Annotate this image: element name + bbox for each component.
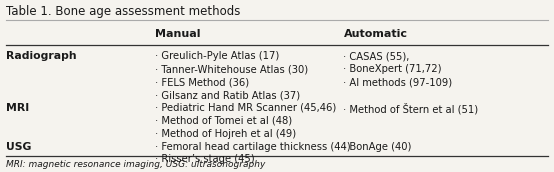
Text: · Pediatric Hand MR Scanner (45,46): · Pediatric Hand MR Scanner (45,46) — [155, 103, 336, 113]
Text: Automatic: Automatic — [343, 29, 408, 39]
Text: · Gilsanz and Ratib Atlas (37): · Gilsanz and Ratib Atlas (37) — [155, 90, 300, 100]
Text: · CASAS (55),: · CASAS (55), — [343, 51, 410, 61]
Text: USG: USG — [6, 142, 31, 152]
Text: · Tanner-Whitehouse Atlas (30): · Tanner-Whitehouse Atlas (30) — [155, 64, 308, 74]
Text: · Risser’s stage (45): · Risser’s stage (45) — [155, 154, 255, 164]
Text: · BoneXpert (71,72): · BoneXpert (71,72) — [343, 64, 442, 74]
Text: · Method of Hojreh et al (49): · Method of Hojreh et al (49) — [155, 129, 296, 139]
Text: · AI methods (97-109): · AI methods (97-109) — [343, 77, 453, 87]
Text: Radiograph: Radiograph — [6, 51, 76, 61]
Text: · Method of Tomei et al (48): · Method of Tomei et al (48) — [155, 116, 293, 126]
Text: Table 1. Bone age assessment methods: Table 1. Bone age assessment methods — [6, 5, 240, 18]
Text: · BonAge (40): · BonAge (40) — [343, 142, 412, 152]
Text: Manual: Manual — [155, 29, 201, 39]
Text: MRI: MRI — [6, 103, 29, 113]
Text: · FELS Method (36): · FELS Method (36) — [155, 77, 249, 87]
Text: · Greulich-Pyle Atlas (17): · Greulich-Pyle Atlas (17) — [155, 51, 279, 61]
Text: · Method of Štern et al (51): · Method of Štern et al (51) — [343, 103, 479, 114]
Text: · Femoral head cartilage thickness (44): · Femoral head cartilage thickness (44) — [155, 142, 351, 152]
Text: MRI: magnetic resonance imaging, USG: ultrasonography: MRI: magnetic resonance imaging, USG: ul… — [6, 160, 265, 169]
